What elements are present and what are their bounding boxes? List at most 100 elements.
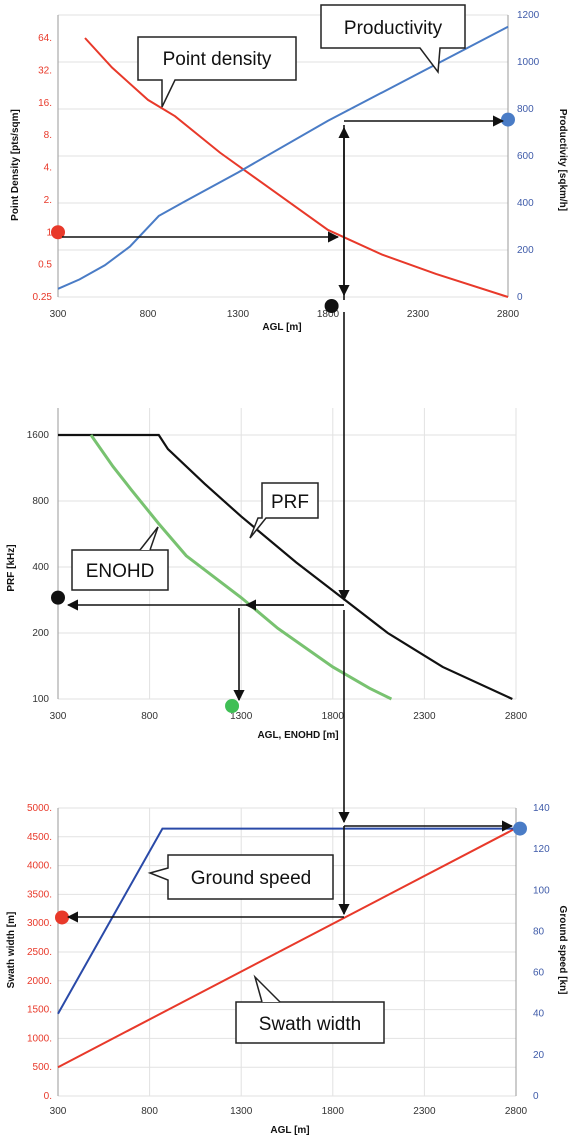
bottom-x-tick-label: 300 (50, 1106, 67, 1117)
bottom-right-tick-label: 100 (533, 885, 550, 896)
top-chart: 0 200 400 600 800 1000 1200 0.25 0.5 1 2. 4. 8. 16. 32… (10, 4, 568, 333)
bottom-right-tick-label: 20 (533, 1050, 545, 1061)
bottom-right-tick-label: 140 (533, 803, 550, 814)
bottom-right-tick-label: 40 (533, 1009, 545, 1020)
prf-line (58, 433, 513, 700)
swath-width-callout: Swath width (235, 974, 385, 1044)
middle-y-tick-label: 200 (32, 628, 49, 639)
bottom-chart-ticks: 0. 500. 1000. 1500. 2000. 2500. 3000. 3500. 4000… (27, 803, 550, 1117)
bottom-x-tick-label: 1800 (322, 1106, 345, 1117)
agl-marker (324, 299, 339, 313)
middle-x-tick-label: 2300 (413, 711, 436, 722)
middle-chart: 100 200 400 800 1600 300 800 1300 1800 2300 2800 A… (6, 408, 528, 741)
middle-x-tick-label: 800 (141, 711, 158, 722)
bottom-chart-series (57, 827, 517, 1069)
middle-x-tick-label: 1300 (230, 711, 253, 722)
middle-y-tick-label: 800 (32, 496, 49, 507)
top-right-tick-label: 0 (517, 292, 523, 303)
speed-marker (513, 821, 527, 836)
ground-speed-callout-text: Ground speed (191, 868, 311, 889)
top-right-tick-label: 1000 (517, 57, 540, 68)
enohd-callout-text: ENOHD (86, 561, 155, 582)
bottom-chart-markers (55, 821, 527, 925)
ground-speed-line (57, 827, 516, 1015)
middle-x-axis-label: AGL, ENOHD [m] (257, 730, 338, 741)
bottom-left-tick-label: 2000. (27, 976, 52, 987)
top-right-tick-label: 800 (517, 104, 534, 115)
density-marker (51, 225, 65, 240)
top-left-tick-label: 8. (44, 130, 52, 141)
productivity-callout-text: Productivity (344, 18, 443, 39)
bottom-left-tick-label: 1500. (27, 1005, 52, 1016)
bottom-right-tick-label: 60 (533, 968, 545, 979)
bottom-left-tick-label: 4000. (27, 861, 52, 872)
bottom-right-tick-label: 0 (533, 1091, 539, 1102)
prf-marker (51, 590, 65, 605)
middle-y-axis-label: PRF [kHz] (6, 544, 17, 591)
bottom-right-axis-label: Ground speed [kn] (557, 906, 568, 995)
ground-speed-callout: Ground speed (147, 854, 334, 900)
enohd-marker (225, 699, 240, 713)
bottom-right-tick-label: 80 (533, 926, 545, 937)
top-right-tick-label: 400 (517, 198, 534, 209)
middle-x-tick-label: 300 (50, 711, 67, 722)
point-density-callout-text: Point density (163, 49, 272, 70)
swath-width-callout-text: Swath width (259, 1014, 361, 1035)
bottom-x-axis-label: AGL [m] (270, 1125, 309, 1136)
prf-callout-text: PRF (271, 492, 309, 513)
top-x-tick-label: 2800 (497, 309, 520, 320)
top-chart-markers (51, 112, 515, 313)
bottom-chart: 0. 500. 1000. 1500. 2000. 2500. 3000. 3500. 4000… (6, 803, 568, 1136)
top-left-tick-label: 2. (44, 195, 52, 206)
top-left-tick-label: 4. (44, 163, 52, 174)
top-x-tick-label: 2300 (407, 309, 430, 320)
point-density-callout: Point density (137, 36, 297, 108)
bottom-right-tick-label: 120 (533, 844, 550, 855)
swath-marker (55, 910, 69, 925)
top-left-tick-label: 0.5 (38, 260, 52, 271)
top-chart-ticks: 0 200 400 600 800 1000 1200 0.25 0.5 1 2. 4. 8. 16. 32… (33, 10, 540, 320)
top-right-tick-label: 200 (517, 245, 534, 256)
productivity-line (57, 25, 509, 290)
top-chart-series (57, 25, 509, 298)
bottom-x-tick-label: 2300 (413, 1106, 436, 1117)
middle-y-tick-label: 1600 (27, 430, 50, 441)
middle-x-tick-label: 2800 (505, 711, 528, 722)
top-left-tick-label: 1 (46, 227, 52, 238)
bottom-x-tick-label: 800 (141, 1106, 158, 1117)
top-left-tick-label: 0.25 (33, 292, 53, 303)
middle-chart-series (58, 433, 513, 701)
top-right-tick-label: 1200 (517, 10, 540, 21)
prf-callout: PRF (249, 482, 319, 539)
top-x-tick-label: 1800 (317, 309, 340, 320)
top-x-tick-label: 800 (140, 309, 157, 320)
enohd-callout: ENOHD (71, 526, 169, 591)
bottom-left-tick-label: 3000. (27, 918, 52, 929)
middle-x-tick-label: 1800 (322, 711, 345, 722)
connector-arrows (62, 115, 514, 923)
bottom-left-tick-label: 2500. (27, 947, 52, 958)
middle-chart-ticks: 100 200 400 800 1600 300 800 1300 1800 2300 2800 (27, 430, 528, 722)
bottom-left-axis-label: Swath width [m] (6, 912, 17, 989)
top-left-tick-label: 64. (38, 33, 52, 44)
top-left-tick-label: 32. (38, 65, 52, 76)
point-density-line (84, 37, 509, 298)
top-x-axis-label: AGL [m] (262, 322, 301, 333)
middle-y-tick-label: 100 (32, 694, 49, 705)
bottom-x-tick-label: 2800 (505, 1106, 528, 1117)
top-x-tick-label: 300 (50, 309, 67, 320)
enohd-line (89, 434, 393, 701)
productivity-callout: Productivity (320, 4, 466, 75)
bottom-left-tick-label: 5000. (27, 803, 52, 814)
top-x-tick-label: 1300 (227, 309, 250, 320)
middle-chart-markers (51, 590, 240, 713)
bottom-chart-grid (57, 807, 517, 1097)
bottom-left-tick-label: 0. (44, 1091, 52, 1102)
bottom-x-tick-label: 1300 (230, 1106, 253, 1117)
bottom-left-tick-label: 500. (33, 1062, 52, 1073)
top-right-axis-label: Productivity [sqkm/h] (557, 109, 568, 211)
top-left-tick-label: 16. (38, 98, 52, 109)
top-left-axis-label: Point Density [pts/sqm] (10, 109, 21, 221)
top-right-tick-label: 600 (517, 151, 534, 162)
